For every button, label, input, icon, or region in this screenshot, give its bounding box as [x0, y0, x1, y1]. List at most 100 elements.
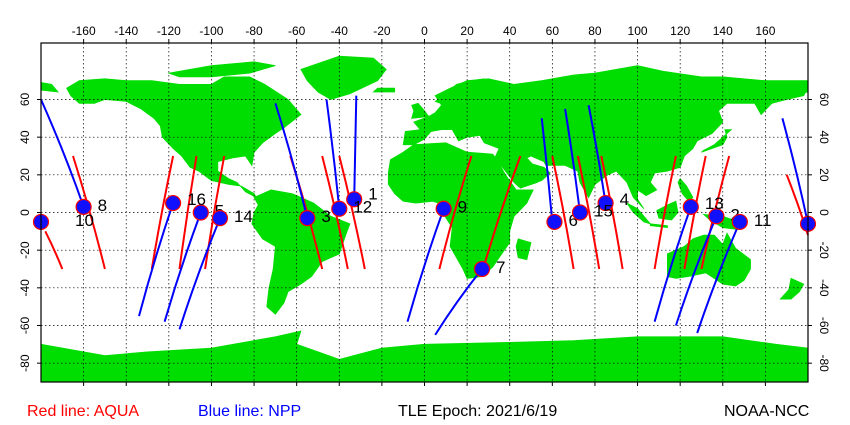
satellite-tracks — [40, 95, 809, 336]
marker-label-3: 3 — [321, 207, 330, 226]
lon-tick-label: -80 — [245, 24, 263, 38]
npp-track-1 — [40, 99, 85, 208]
lon-tick-label: 140 — [713, 24, 733, 38]
satellite-marker-14[interactable] — [211, 210, 229, 227]
lat-tick-label-left: -40 — [18, 279, 32, 297]
lat-tick-label-right: 0 — [817, 209, 831, 216]
aqua-track-14 — [653, 155, 677, 270]
aqua-track-5 — [204, 155, 226, 270]
lat-tick-label-right: 20 — [817, 168, 831, 182]
marker-label-16: 16 — [187, 190, 206, 209]
lat-tick-label-right: -80 — [817, 354, 831, 372]
satellite-marker-11[interactable] — [731, 213, 748, 231]
satellite-markers: 12345678910111213141516 — [32, 184, 817, 278]
lat-tick-label-right: -40 — [817, 279, 831, 297]
credit-label: NOAA-NCC — [724, 403, 810, 420]
satellite-marker-8[interactable] — [75, 198, 92, 215]
land-india-ext — [568, 155, 622, 199]
lat-tick-label-left: 60 — [18, 93, 32, 107]
npp-track-11 — [564, 108, 581, 213]
land-south-america — [251, 189, 351, 315]
aqua-track-11 — [551, 155, 575, 270]
npp-track-10 — [540, 118, 554, 222]
aqua-track-3 — [150, 155, 175, 270]
lon-tick-label: 100 — [628, 24, 648, 38]
satellite-marker-16[interactable] — [164, 194, 182, 212]
satellite-marker-4[interactable] — [597, 194, 614, 212]
satellite-marker-13[interactable] — [682, 198, 699, 215]
npp-track-14 — [674, 215, 718, 326]
aqua-legend: Red line: AQUA — [27, 403, 140, 420]
lon-tick-label: 160 — [755, 24, 775, 38]
lat-tick-label-left: -20 — [18, 241, 32, 259]
lat-tick-label-left: 40 — [18, 130, 32, 144]
lat-tick-label-right: -60 — [817, 317, 831, 335]
aqua-track-8 — [338, 155, 366, 270]
land-greenland — [300, 55, 387, 100]
npp-track-4 — [178, 217, 221, 330]
marker-label-8: 8 — [98, 196, 107, 215]
npp-track-7 — [353, 95, 358, 200]
npp-track-16 — [781, 118, 809, 225]
npp-track-6 — [325, 99, 341, 209]
lat-tick-label-right: 40 — [817, 130, 831, 144]
npp-track-15 — [696, 221, 741, 334]
aqua-track-2 — [72, 155, 106, 270]
npp-track-3 — [163, 212, 202, 322]
lon-tick-label: -160 — [72, 24, 96, 38]
marker-label-9: 9 — [458, 198, 467, 217]
satellite-marker-15[interactable] — [571, 204, 589, 221]
lat-tick-label-left: -80 — [18, 354, 32, 372]
tle-epoch: TLE Epoch: 2021/6/19 — [398, 403, 558, 420]
marker-label-12: 12 — [353, 198, 372, 217]
satellite-marker-1[interactable] — [346, 191, 363, 208]
lat-tick-label-right: 60 — [817, 93, 831, 107]
npp-track-8 — [406, 208, 445, 322]
marker-label-7: 7 — [496, 258, 505, 277]
marker-label-1: 1 — [368, 184, 377, 203]
land-indonesia-sumatra — [626, 202, 652, 225]
lon-tick-label: -120 — [157, 24, 181, 38]
land-africa — [387, 142, 534, 279]
lat-tick-label-left: 0 — [18, 209, 32, 216]
axis-ticks: -160 -140 -120 -100 -80 -60 -40 -20 0 20 40 60 80 100… — [18, 24, 831, 386]
marker-label-2: 2 — [730, 205, 739, 224]
land-iceland — [372, 87, 396, 93]
land-north-america — [66, 76, 302, 199]
aqua-track-13 — [600, 155, 624, 270]
lon-tick-label: -140 — [114, 24, 138, 38]
lat-tick-label-right: -20 — [817, 241, 831, 259]
npp-track-12 — [587, 105, 607, 204]
aqua-track-10 — [481, 155, 522, 274]
land-madagascar — [515, 238, 532, 261]
satellite-marker-6[interactable] — [546, 213, 563, 231]
land-arabia — [500, 155, 551, 189]
lat-tick-label-left: -60 — [18, 317, 32, 335]
satellite-marker-2[interactable] — [708, 208, 725, 225]
satellite-marker-12[interactable] — [331, 200, 348, 217]
satellite-marker-3[interactable] — [299, 210, 316, 227]
land-uk — [411, 102, 430, 119]
satellite-marker-7[interactable] — [473, 260, 491, 278]
lon-tick-label: -100 — [199, 24, 223, 38]
marker-label-14: 14 — [234, 207, 253, 226]
satellite-marker-5[interactable] — [192, 204, 209, 221]
satellite-marker-9[interactable] — [435, 200, 452, 217]
land-scandinavia — [434, 78, 489, 108]
lon-tick-label: 120 — [670, 24, 690, 38]
lon-tick-label: -20 — [373, 24, 391, 38]
marker-label-11: 11 — [754, 211, 772, 230]
lon-tick-label: 80 — [588, 24, 602, 38]
marker-label-6: 6 — [568, 211, 577, 230]
aqua-track-1 — [44, 230, 64, 270]
lat-tick-label-left: 20 — [18, 168, 32, 182]
lon-tick-label: -40 — [331, 24, 349, 38]
lon-tick-label: -60 — [288, 24, 306, 38]
aqua-track-9 — [438, 155, 473, 270]
npp-track-13 — [653, 206, 692, 322]
lon-tick-label: 60 — [546, 24, 560, 38]
lon-tick-label: 0 — [421, 24, 428, 38]
land-canadian-islands — [167, 61, 276, 78]
land-japan — [701, 129, 733, 153]
marker-label-13: 13 — [705, 194, 724, 213]
